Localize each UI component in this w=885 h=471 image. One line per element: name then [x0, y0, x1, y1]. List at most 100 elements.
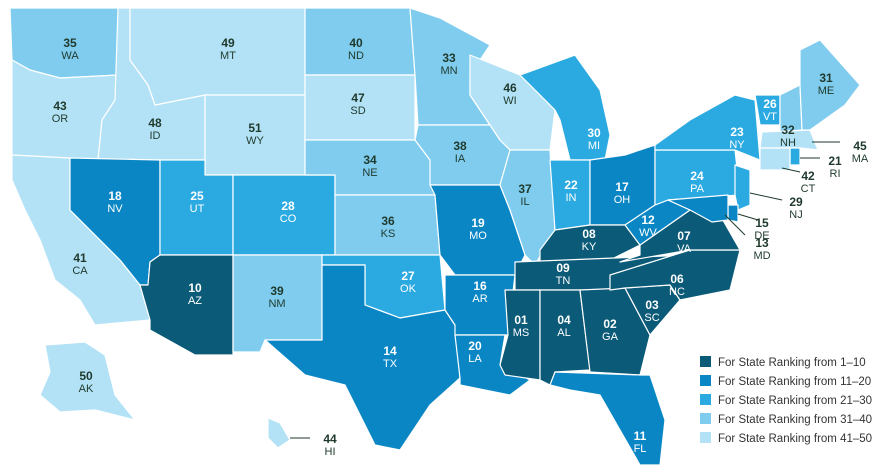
- leader-line-CT: [781, 167, 801, 173]
- legend-swatch: [700, 413, 711, 424]
- state-rank-IA: 38: [453, 139, 467, 153]
- legend-swatch: [700, 394, 711, 405]
- state-abbr-RI: RI: [830, 168, 841, 180]
- state-rank-ME: 31: [819, 71, 833, 85]
- state-abbr-OR: OR: [52, 113, 69, 125]
- state-rank-VT: 26: [763, 97, 777, 111]
- state-MD[interactable]: [667, 194, 729, 223]
- state-rank-AZ: 10: [188, 281, 202, 295]
- state-CT[interactable]: [759, 147, 791, 171]
- state-rank-AR: 16: [473, 279, 487, 293]
- state-abbr-WI: WI: [503, 95, 516, 107]
- legend-label: For State Ranking from 11–20: [718, 376, 871, 388]
- state-abbr-SC: SC: [644, 312, 659, 324]
- state-rank-KS: 36: [381, 214, 395, 228]
- legend: For State Ranking from 1–10 For State Ran…: [700, 356, 872, 445]
- state-rank-OH: 17: [615, 180, 629, 194]
- state-abbr-ID: ID: [150, 130, 161, 142]
- state-abbr-ND: ND: [348, 50, 364, 62]
- state-rank-TN: 09: [556, 261, 570, 275]
- states-layer: [9, 7, 861, 466]
- state-abbr-DE: DE: [754, 230, 769, 242]
- state-NY[interactable]: [654, 94, 761, 161]
- state-LA[interactable]: [454, 334, 531, 396]
- state-MT[interactable]: [129, 7, 306, 106]
- state-rank-NE: 34: [363, 153, 377, 167]
- state-abbr-MS: MS: [513, 327, 530, 339]
- state-abbr-ME: ME: [818, 85, 835, 97]
- state-NJ[interactable]: [734, 164, 751, 211]
- state-rank-NH: 32: [781, 123, 795, 137]
- leader-lines: [290, 141, 840, 439]
- state-abbr-AK: AK: [79, 383, 94, 395]
- state-RI[interactable]: [789, 147, 801, 166]
- state-abbr-NV: NV: [107, 203, 123, 215]
- state-rank-WV: 12: [641, 213, 655, 227]
- legend-label: For State Ranking from 21–30: [718, 395, 872, 407]
- state-abbr-VT: VT: [763, 111, 777, 123]
- state-abbr-MA: MA: [852, 153, 869, 165]
- state-rank-DE: 15: [755, 216, 769, 230]
- state-abbr-HI: HI: [325, 446, 336, 458]
- state-abbr-FL: FL: [634, 443, 647, 455]
- legend-item: For State Ranking from 11–20: [700, 375, 871, 388]
- state-TX[interactable]: [264, 264, 461, 451]
- state-rank-LA: 20: [468, 339, 482, 353]
- leader-line-MD: [724, 214, 746, 236]
- state-abbr-IA: IA: [455, 153, 466, 165]
- legend-label: For State Ranking from 1–10: [718, 357, 866, 369]
- state-abbr-WA: WA: [61, 50, 79, 62]
- state-abbr-KS: KS: [381, 228, 396, 240]
- state-AK[interactable]: [39, 341, 136, 421]
- state-rank-NY: 23: [730, 125, 744, 139]
- leader-line-DE: [737, 213, 759, 221]
- state-abbr-NJ: NJ: [789, 209, 802, 221]
- state-AZ[interactable]: [139, 254, 234, 356]
- state-MA[interactable]: [759, 129, 819, 151]
- state-rank-NV: 18: [108, 189, 122, 203]
- state-abbr-TN: TN: [556, 275, 571, 287]
- state-rank-FL: 11: [634, 429, 647, 443]
- state-abbr-AZ: AZ: [188, 295, 202, 307]
- state-rank-TX: 14: [383, 344, 397, 358]
- legend-swatch: [700, 432, 711, 443]
- state-labels: 35WA43OR41CA48ID18NV49MT51WY25UT10AZ28CO…: [52, 36, 869, 458]
- state-FL[interactable]: [549, 371, 666, 466]
- state-abbr-UT: UT: [190, 203, 205, 215]
- state-rank-WA: 35: [63, 36, 77, 50]
- state-rank-VA: 07: [677, 229, 691, 243]
- state-rank-OK: 27: [401, 269, 415, 283]
- state-abbr-VA: VA: [677, 243, 692, 255]
- state-rank-IN: 22: [564, 178, 578, 192]
- state-abbr-MO: MO: [469, 230, 487, 242]
- state-HI[interactable]: [267, 417, 291, 449]
- state-rank-RI: 21: [828, 154, 842, 168]
- state-rank-ID: 48: [148, 116, 162, 130]
